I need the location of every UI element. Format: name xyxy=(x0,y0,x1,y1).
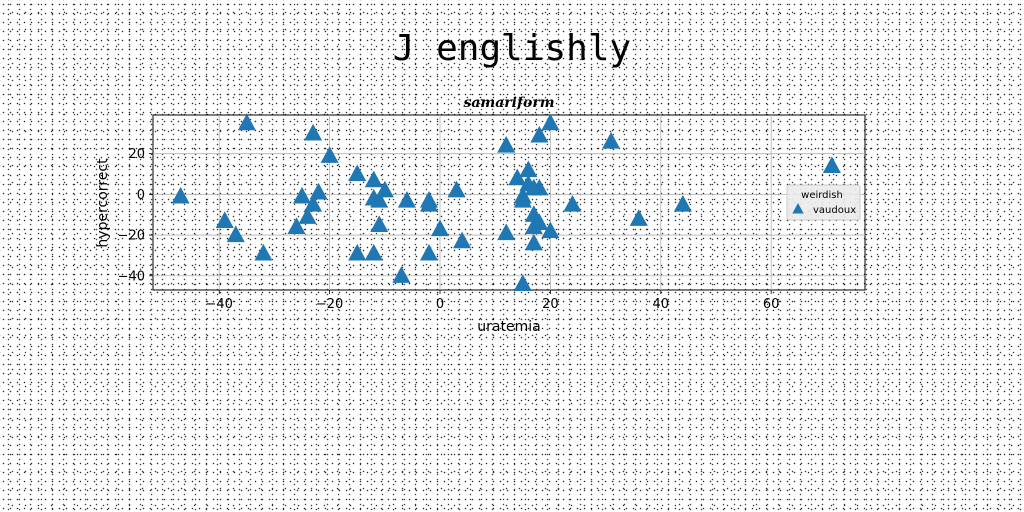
data-point xyxy=(320,146,339,163)
data-point xyxy=(298,207,317,224)
data-point xyxy=(348,164,367,182)
y-tick-label: −20 xyxy=(118,229,145,244)
data-point xyxy=(524,233,543,251)
data-point xyxy=(563,195,582,212)
x-tick-label: 40 xyxy=(653,297,670,312)
legend-entry-label: vaudoux xyxy=(813,205,856,216)
data-point xyxy=(364,170,383,188)
data-point xyxy=(602,131,621,149)
y-tick-label: 0 xyxy=(137,188,145,203)
data-point xyxy=(508,168,527,186)
legend-title: weirdish xyxy=(801,190,843,201)
data-point xyxy=(348,243,367,261)
data-point xyxy=(304,195,323,212)
data-point xyxy=(287,217,306,235)
data-point xyxy=(419,195,438,212)
data-point xyxy=(171,186,190,204)
data-point xyxy=(292,186,312,204)
data-point xyxy=(541,113,560,131)
data-point xyxy=(497,136,516,153)
data-point xyxy=(226,225,245,243)
data-point xyxy=(822,156,841,173)
y-tick-label: 20 xyxy=(128,147,145,162)
figure-suptitle: J englishly xyxy=(392,28,632,69)
x-tick-label: 20 xyxy=(542,297,559,312)
data-point xyxy=(530,178,549,196)
y-axis-label: hypercorrect xyxy=(95,158,111,248)
data-point xyxy=(453,231,472,249)
data-point xyxy=(541,221,560,239)
data-point xyxy=(513,186,532,204)
data-point xyxy=(513,274,532,292)
y-tick-label: −40 xyxy=(118,269,145,284)
data-point xyxy=(673,195,692,212)
x-tick-label: 0 xyxy=(436,297,444,312)
data-point xyxy=(519,160,538,178)
data-point xyxy=(375,180,394,198)
plot-title: samariform xyxy=(463,95,554,111)
data-point xyxy=(392,266,411,283)
legend-marker-triangle xyxy=(792,203,804,214)
data-points xyxy=(171,113,841,292)
x-axis-label: uratemia xyxy=(477,319,540,335)
data-point xyxy=(237,113,256,131)
data-point xyxy=(304,123,323,141)
data-point xyxy=(530,213,549,230)
axis-ticks: −40 −20 0 20 40 60 −40 −20 0 20 xyxy=(118,147,780,312)
data-point xyxy=(254,243,273,261)
data-point xyxy=(530,125,549,143)
data-point xyxy=(364,243,383,261)
legend-box xyxy=(786,184,861,221)
x-tick-label: −40 xyxy=(206,297,233,312)
data-point xyxy=(419,243,438,261)
plot-area xyxy=(152,114,866,291)
x-tick-label: −20 xyxy=(316,297,343,312)
x-tick-label: 60 xyxy=(763,297,780,312)
data-point xyxy=(497,223,516,241)
data-point xyxy=(309,182,328,200)
data-point xyxy=(629,209,648,226)
data-point xyxy=(397,190,416,208)
data-point xyxy=(447,180,466,198)
data-point xyxy=(430,219,450,237)
data-point xyxy=(215,211,234,228)
data-point xyxy=(370,190,389,208)
data-point xyxy=(370,215,389,233)
legend[interactable]: weirdish vaudoux xyxy=(786,184,861,221)
